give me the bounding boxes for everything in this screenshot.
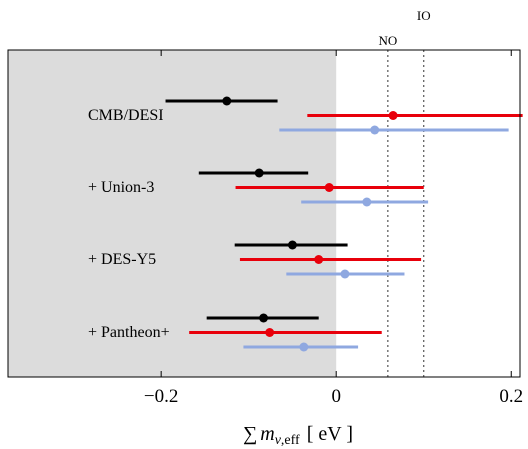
x-axis-unit: [ eV ] <box>307 423 353 445</box>
x-axis-m-symbol: m <box>260 423 274 445</box>
x-tick-label: −0.2 <box>144 386 178 407</box>
x-axis-title: ∑ mν,eff [ eV ] <box>243 423 353 448</box>
estimate-point <box>324 183 334 192</box>
estimate-point <box>314 255 324 264</box>
group-label: CMB/DESI <box>88 107 164 124</box>
estimate-point <box>370 125 380 135</box>
x-tick-label: 0 <box>331 386 341 407</box>
x-axis-eff-subscript: ,eff <box>281 433 300 448</box>
estimate-point <box>362 197 372 207</box>
x-axis-sum-symbol: ∑ <box>243 423 257 445</box>
estimate-point <box>222 96 232 106</box>
plot-area: NO IO CMB/DESI + Union-3 + DES-Y5 + Pantheon+… <box>7 8 523 407</box>
group-label: + DES-Y5 <box>88 251 156 268</box>
estimate-point <box>254 168 264 178</box>
estimate-point <box>299 342 309 352</box>
x-axis-label: ∑ mν,eff [ eV ] <box>243 423 353 448</box>
x-axis-nu-subscript: ν <box>275 433 282 448</box>
shaded-region <box>8 50 337 377</box>
estimate-point <box>287 240 297 250</box>
plot-frame <box>7 49 521 378</box>
reference-label-io: IO <box>417 8 431 23</box>
estimate-point <box>340 269 350 279</box>
estimate-point <box>388 111 398 120</box>
estimate-point <box>265 328 275 337</box>
group-label: + Pantheon+ <box>88 324 170 341</box>
x-tick-label: 0.2 <box>499 386 523 407</box>
estimate-point <box>259 313 269 323</box>
group-label: + Union-3 <box>88 179 154 196</box>
reference-label-no: NO <box>378 33 397 48</box>
